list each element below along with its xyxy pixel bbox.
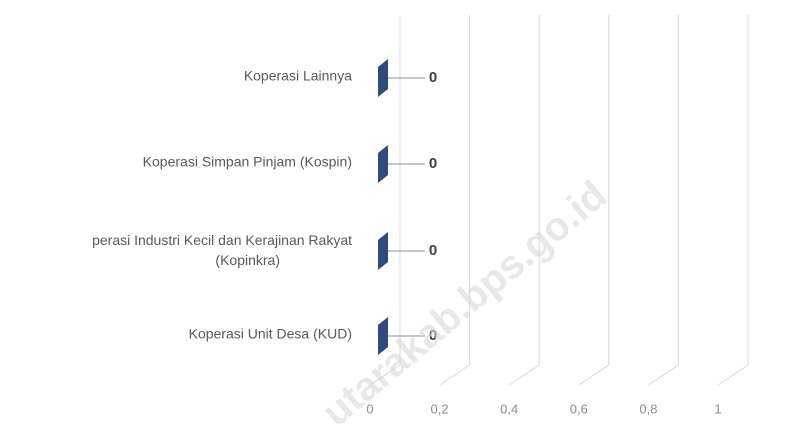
data-label: 0	[429, 327, 437, 344]
grid-line	[508, 15, 540, 386]
grid-line	[369, 15, 401, 386]
x-tick-label: 0	[366, 401, 373, 416]
bar	[378, 145, 388, 183]
data-label: 0	[429, 69, 437, 86]
x-tick-label: 0,2	[431, 401, 449, 416]
bar	[378, 232, 388, 270]
bar	[378, 317, 388, 355]
label-line: (Kopinkra)	[215, 252, 280, 268]
x-tick-label: 0,4	[500, 401, 518, 416]
y-tick-label: Koperasi Unit Desa (KUD)	[189, 326, 352, 342]
x-tick-label: 0,8	[639, 401, 657, 416]
y-tick-label: Koperasi Lainnya	[244, 68, 352, 84]
x-tick-label: 0,6	[570, 401, 588, 416]
grid-line	[439, 15, 471, 386]
grid-line	[648, 15, 679, 386]
data-label: 0	[429, 242, 437, 259]
y-tick-label: perasi Industri Kecil dan Kerajinan Raky…	[92, 232, 352, 268]
label-line: perasi Industri Kecil dan Kerajinan Raky…	[92, 232, 352, 248]
y-tick-label: Koperasi Simpan Pinjam (Kospin)	[143, 154, 352, 170]
grid-line	[578, 15, 610, 386]
x-tick-label: 1	[714, 401, 721, 416]
bar	[378, 59, 388, 97]
watermark: utarakab.bps.go.id	[314, 173, 615, 435]
plot: 0 0,2 0,4 0,6 0,8 1 Koperasi Lainnya 0 Koperasi …	[92, 15, 749, 416]
data-label: 0	[429, 155, 437, 172]
grid-line	[717, 15, 749, 386]
